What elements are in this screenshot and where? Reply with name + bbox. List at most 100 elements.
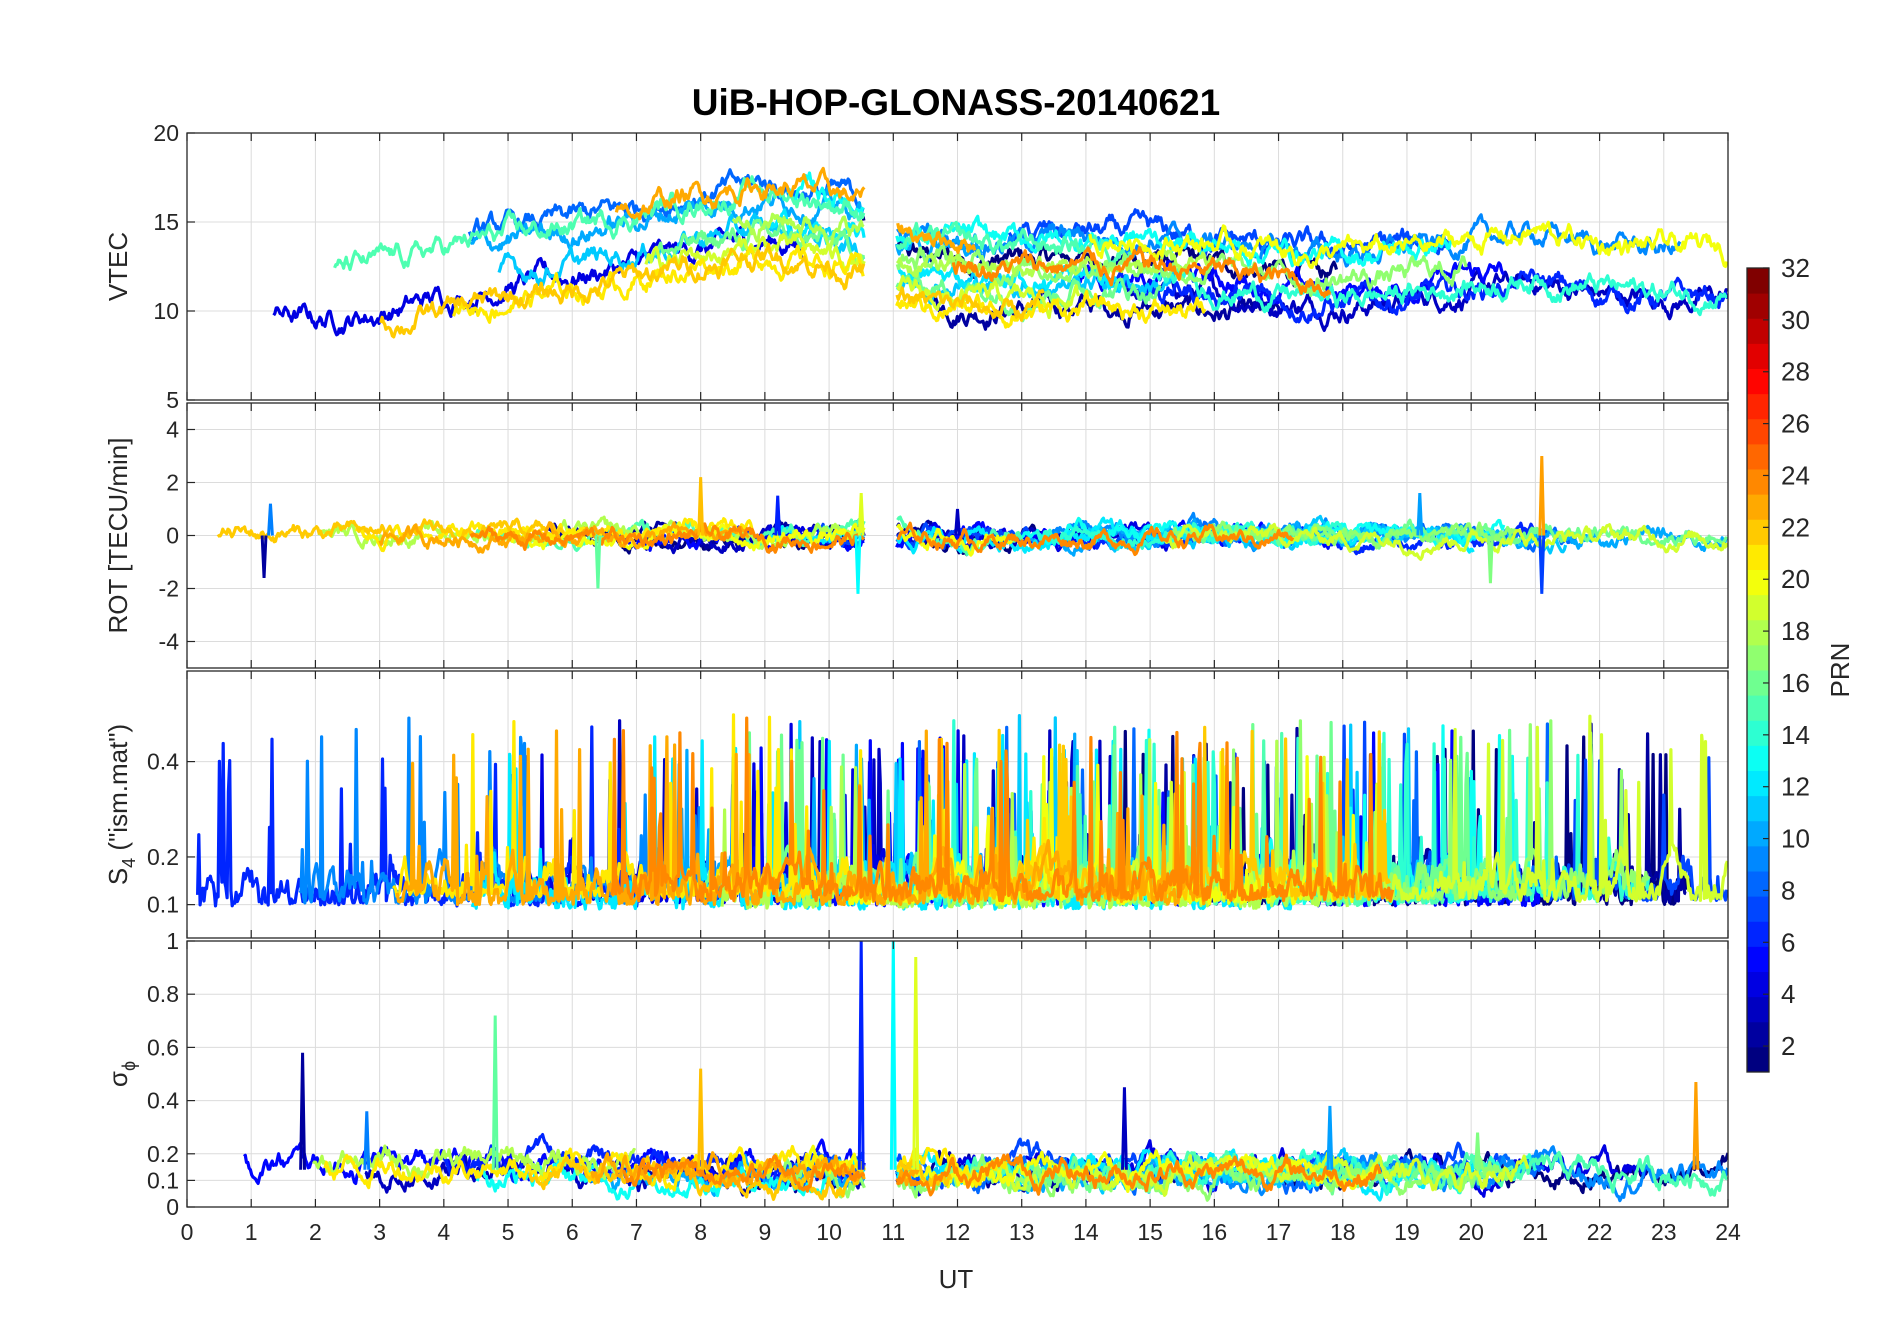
x-tick-label: 11	[881, 1219, 905, 1245]
x-tick-label: 5	[502, 1219, 515, 1245]
rot-spike	[594, 535, 602, 589]
sigphi-spike	[299, 1052, 307, 1170]
sigphi-spike	[857, 941, 865, 1170]
rot-spike	[260, 535, 268, 578]
vtec-series-prn-24	[951, 246, 1332, 298]
colorbar-segment	[1747, 519, 1769, 545]
sigphi-series-prn-24	[622, 1153, 1382, 1197]
sigphi-spike	[363, 1111, 371, 1170]
x-tick-label: 12	[945, 1219, 971, 1245]
x-tick-label: 13	[1009, 1219, 1035, 1245]
vtec-y-tick-label: 5	[166, 387, 179, 413]
rot-y-tick-label: -2	[159, 576, 179, 602]
x-tick-label: 14	[1073, 1219, 1099, 1245]
colorbar-segment	[1747, 770, 1769, 797]
colorbar-segment	[1747, 318, 1769, 344]
s4-y-tick-label: 0.2	[147, 844, 179, 870]
x-tick-label: 16	[1202, 1219, 1228, 1245]
x-tick-label: 22	[1587, 1219, 1613, 1245]
sigphi-series-prn-23	[590, 1151, 920, 1189]
y-label-sub: 4	[119, 858, 139, 868]
s4-series	[196, 713, 1728, 911]
x-tick-label: 3	[373, 1219, 386, 1245]
rot-y-tick-label: 4	[166, 417, 179, 443]
vtec-y-axis-label: VTEC	[103, 232, 133, 301]
x-tick-label: 7	[630, 1219, 643, 1245]
vtec-series-prn-19	[644, 233, 1081, 320]
colorbar-segment	[1747, 1046, 1769, 1073]
rot-y-tick-label: 2	[166, 470, 179, 496]
rot-spike	[857, 493, 865, 536]
y-label-sub: ϕ	[119, 1061, 139, 1071]
x-tick-label: 2	[309, 1219, 322, 1245]
s4-y-tick-label: 0.4	[147, 749, 179, 775]
vtec-series-prn-22	[379, 242, 1045, 339]
sigphi-y-tick-label: 0.2	[147, 1141, 179, 1167]
chart-title: UiB-HOP-GLONASS-20140621	[692, 82, 1220, 123]
panel-rot: -4 -2 0 2 4 ROT [TECU/min]	[103, 402, 1729, 669]
colorbar-segment	[1747, 745, 1769, 771]
colorbar-tick-label: 18	[1781, 616, 1810, 646]
colorbar-tick-label: 14	[1781, 720, 1810, 750]
sigphi-spike	[889, 941, 897, 1170]
colorbar-segment	[1747, 1021, 1769, 1048]
sigphi-spike	[1692, 1081, 1700, 1170]
x-tick-label: 23	[1651, 1219, 1677, 1245]
colorbar-segment	[1747, 695, 1769, 721]
x-tick-label: 24	[1715, 1219, 1741, 1245]
colorbar-tick-label: 16	[1781, 668, 1810, 698]
colorbar-segment	[1747, 418, 1769, 445]
sigphi-series-prn-6	[440, 1133, 864, 1189]
vtec-series-prn-4	[272, 225, 804, 337]
colorbar-segment	[1747, 619, 1769, 646]
rot-spike	[954, 508, 961, 536]
sigphi-spike	[1326, 1105, 1334, 1170]
x-tick-label: 10	[816, 1219, 842, 1245]
colorbar-tick-label: 28	[1781, 357, 1810, 387]
panel-vtec: 5 10 15 20 VTEC	[103, 120, 1729, 413]
sigphi-y-tick-label: 0.4	[147, 1088, 179, 1114]
colorbar-segment	[1747, 871, 1769, 897]
rot-y-tick-label: -4	[159, 629, 180, 655]
y-label-rest: ("ism.mat")	[103, 724, 133, 858]
x-tick-label: 21	[1523, 1219, 1549, 1245]
x-tick-label: 4	[437, 1219, 450, 1245]
colorbar-segment	[1747, 569, 1769, 596]
rot-series-prn-24	[469, 521, 1295, 557]
vtec-y-tick-label: 15	[153, 209, 179, 235]
rot-spike	[774, 495, 782, 536]
colorbar-segment	[1747, 343, 1769, 369]
x-tick-label: 6	[566, 1219, 579, 1245]
colorbar-tick-label: 24	[1781, 460, 1810, 490]
x-tick-label: 1	[245, 1219, 258, 1245]
x-tick-label: 18	[1330, 1219, 1356, 1245]
x-tick-label: 17	[1266, 1219, 1292, 1245]
colorbar-tick-label: 4	[1781, 979, 1795, 1009]
sigphi-spike	[491, 1015, 499, 1170]
colorbar-segment	[1747, 644, 1769, 671]
colorbar-tick-label: 10	[1781, 824, 1810, 854]
colorbar-tick-label: 20	[1781, 564, 1810, 594]
vtec-series	[272, 166, 1728, 339]
colorbar-segment	[1747, 293, 1769, 319]
rot-spike	[854, 535, 862, 594]
vtec-y-tick-label: 10	[153, 298, 179, 324]
vtec-series-prn-14	[1151, 265, 1728, 317]
colorbar-segment	[1747, 443, 1769, 470]
colorbar-segment	[1747, 494, 1769, 520]
rot-spike	[1538, 455, 1546, 536]
colorbar-segment	[1747, 594, 1769, 621]
colorbar-tick-label: 2	[1781, 1031, 1795, 1061]
colorbar-segment	[1747, 268, 1769, 294]
x-tick-label: 8	[694, 1219, 707, 1245]
rot-y-tick-label: 0	[166, 523, 179, 549]
colorbar-segment	[1747, 946, 1769, 972]
colorbar-segment	[1747, 670, 1769, 696]
colorbar-tick-label: 22	[1781, 512, 1810, 542]
colorbar-tick-label: 30	[1781, 305, 1810, 335]
panel-s4: 0.1 0.2 0.4 S4 ("ism.mat")	[103, 670, 1729, 939]
rot-spike	[1538, 535, 1546, 594]
colorbar-tick-label: 26	[1781, 409, 1810, 439]
